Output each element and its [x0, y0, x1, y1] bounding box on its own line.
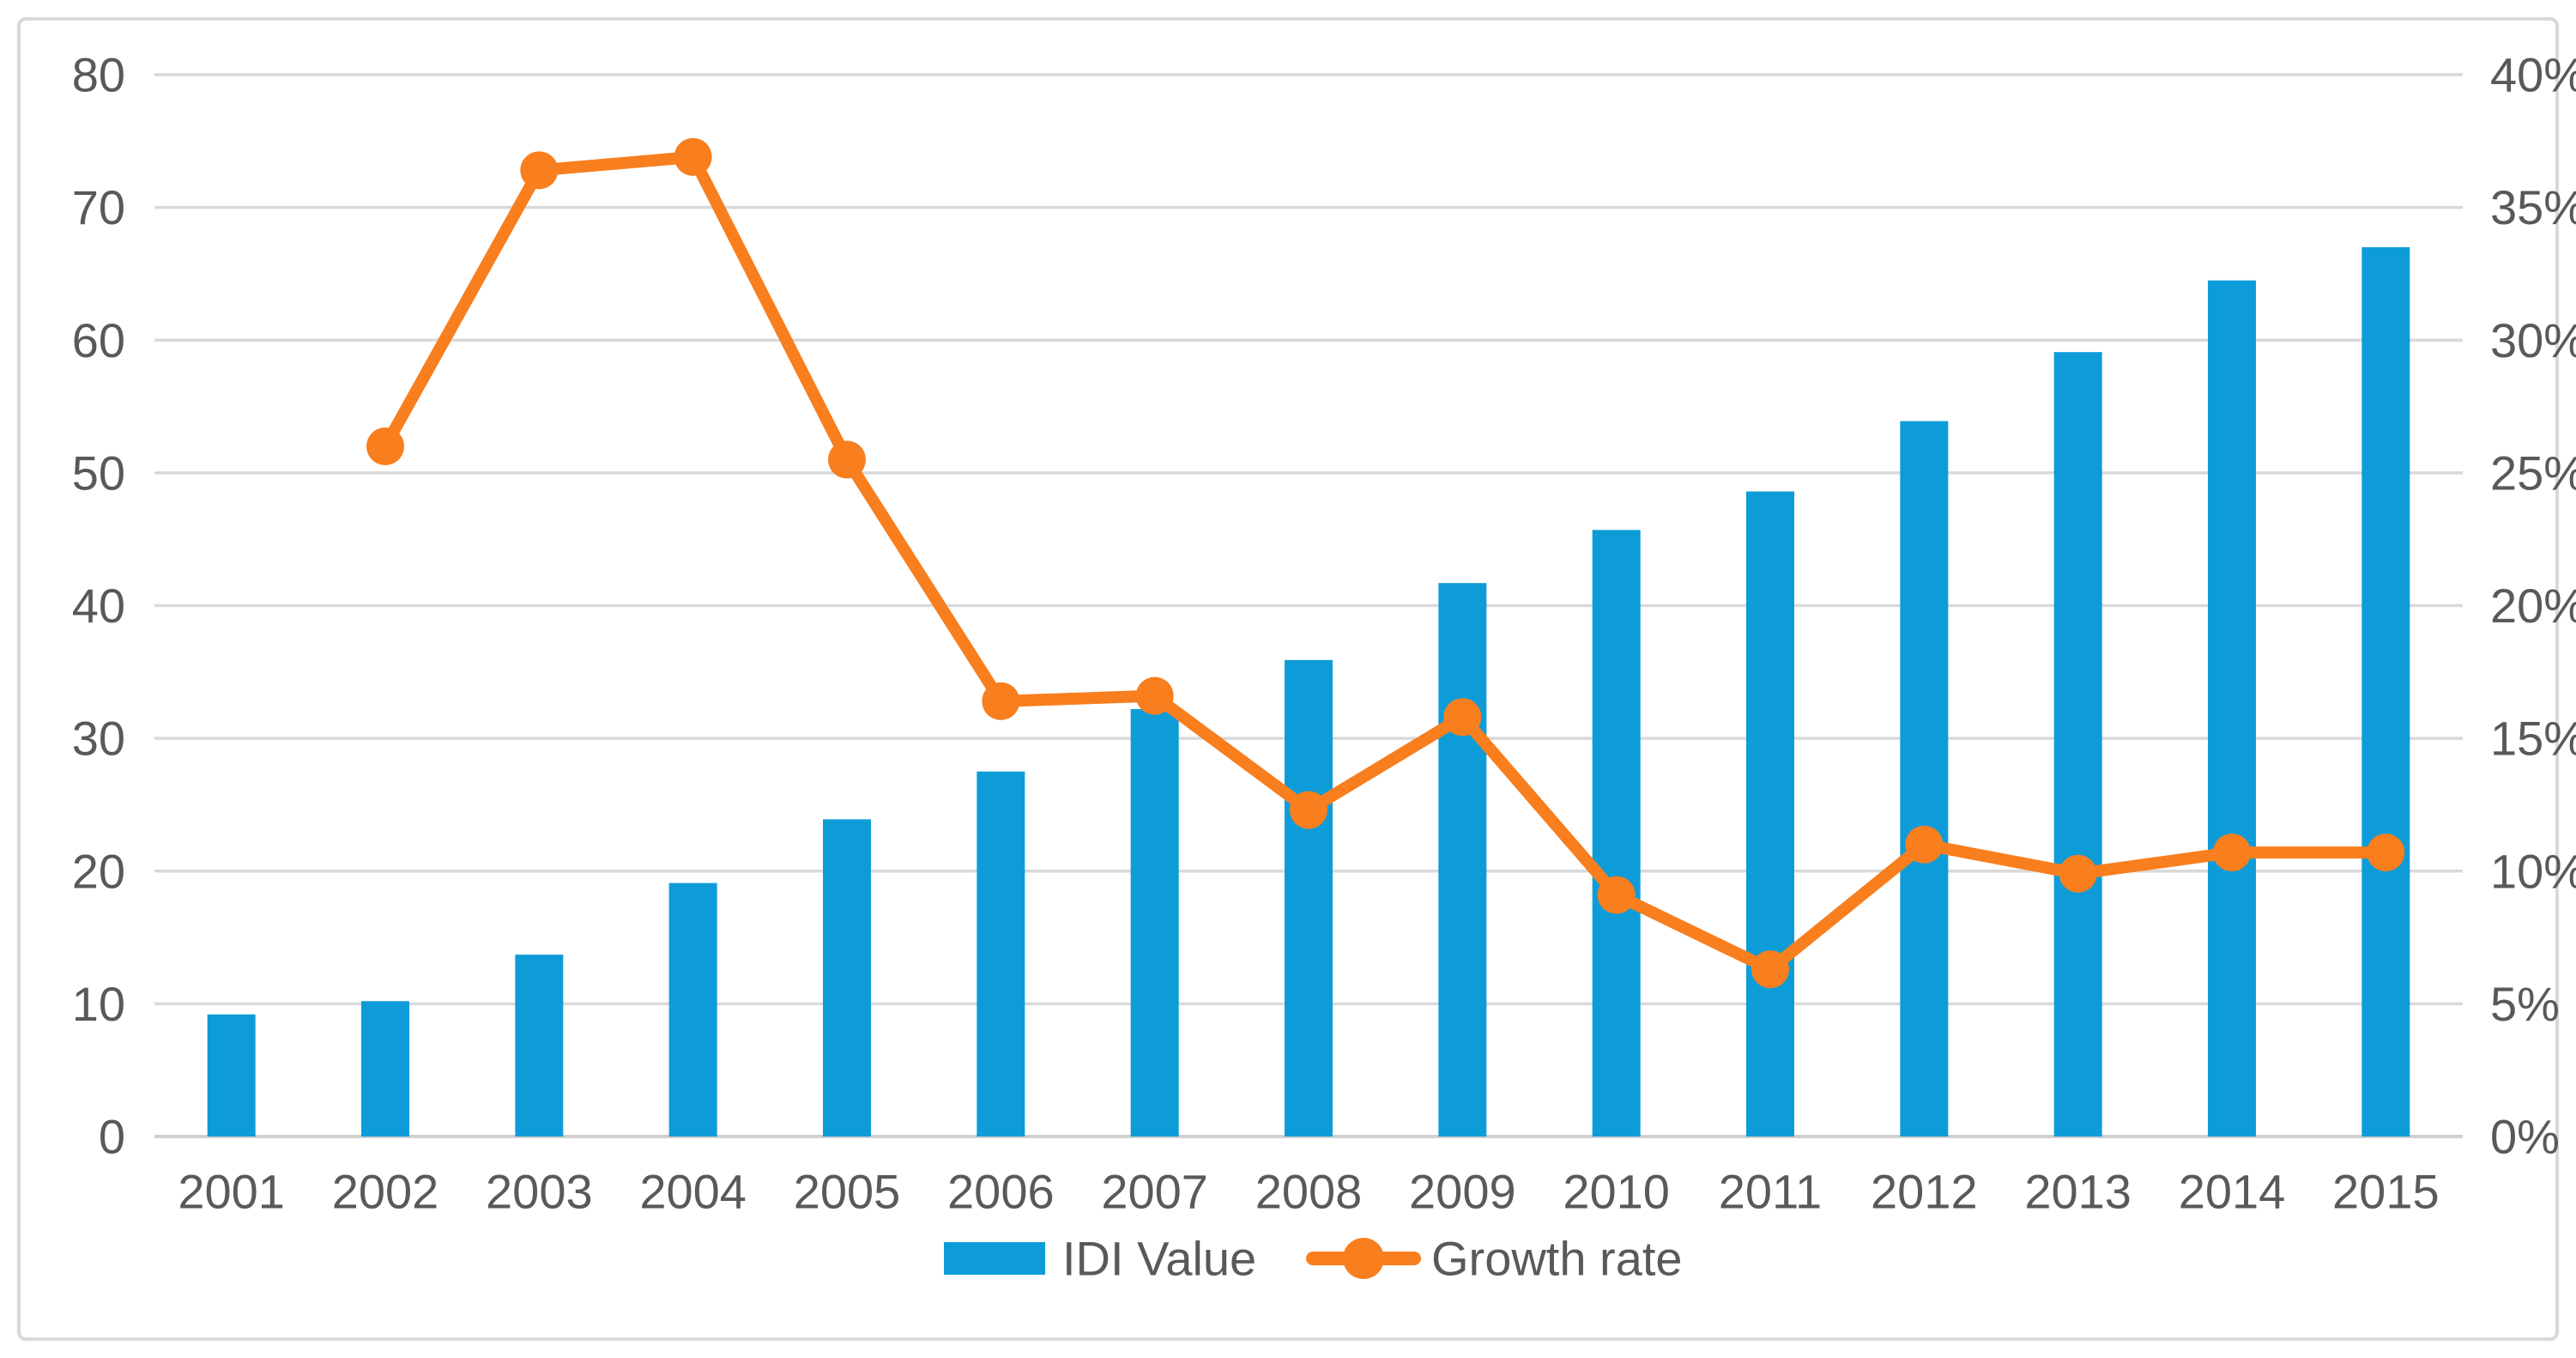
x-axis-label-2007: 2007 — [1101, 1165, 1208, 1219]
x-axis-label-2011: 2011 — [1719, 1165, 1822, 1219]
left-axis-tick: 0 — [99, 1110, 125, 1164]
bar-2001 — [207, 1014, 256, 1137]
left-axis-tick: 80 — [72, 48, 125, 102]
x-axis-label-2006: 2006 — [947, 1165, 1055, 1219]
growth-point-2003 — [520, 151, 559, 190]
right-axis-tick: 25% — [2490, 446, 2576, 500]
right-axis-tick: 5% — [2490, 977, 2560, 1031]
bar-2003 — [515, 955, 564, 1137]
x-axis-label-2003: 2003 — [486, 1165, 593, 1219]
growth-point-2011 — [1751, 950, 1789, 989]
bar-2011 — [1746, 491, 1794, 1137]
bar-2012 — [1900, 421, 1949, 1137]
growth-point-2015 — [2367, 834, 2405, 872]
x-axis-label-2005: 2005 — [794, 1165, 901, 1219]
left-axis-tick: 50 — [72, 446, 125, 500]
left-axis-tick: 10 — [72, 977, 125, 1031]
x-axis-label-2014: 2014 — [2179, 1165, 2286, 1219]
x-axis-labels: 2001 2002 2003 2004 2005 2006 2007 2008 2009 2010… — [178, 1165, 2439, 1219]
growth-point-2013 — [2059, 854, 2097, 893]
left-axis-tick: 40 — [72, 579, 125, 633]
x-axis-label-2010: 2010 — [1563, 1165, 1670, 1219]
line-series — [366, 137, 2405, 989]
left-axis-tick: 20 — [72, 844, 125, 898]
legend-bar-label: IDI Value — [1062, 1232, 1256, 1286]
legend-line-label: Growth rate — [1431, 1232, 1683, 1286]
x-axis-label-2001: 2001 — [178, 1165, 285, 1219]
bar-2002 — [361, 1001, 409, 1137]
bar-2007 — [1130, 709, 1179, 1137]
left-axis-labels: 0 10 20 30 40 50 60 70 80 — [72, 48, 125, 1164]
bar-2008 — [1285, 659, 1333, 1137]
right-axis-tick: 0% — [2490, 1110, 2560, 1164]
growth-point-2007 — [1135, 676, 1174, 715]
growth-point-2012 — [1905, 825, 1944, 864]
left-axis-tick: 70 — [72, 180, 125, 234]
bar-2009 — [1438, 583, 1487, 1137]
right-axis-tick: 20% — [2490, 579, 2576, 633]
right-axis-labels: 0% 5% 10% 15% 20% 25% 30% 35% 40% — [2490, 48, 2576, 1164]
legend-line-marker-icon — [1343, 1238, 1384, 1279]
right-axis-tick: 30% — [2490, 313, 2576, 367]
right-axis-tick: 10% — [2490, 844, 2576, 898]
legend-bar-swatch-icon — [944, 1242, 1045, 1275]
growth-point-2008 — [1290, 791, 1327, 829]
x-axis-label-2015: 2015 — [2332, 1165, 2440, 1219]
left-axis-tick: 60 — [72, 313, 125, 367]
growth-point-2004 — [674, 137, 712, 176]
x-axis-label-2002: 2002 — [332, 1165, 439, 1219]
chart-frame-border — [17, 17, 2559, 1341]
x-axis-label-2009: 2009 — [1409, 1165, 1516, 1219]
right-axis-tick: 40% — [2490, 48, 2576, 102]
x-axis-label-2008: 2008 — [1255, 1165, 1363, 1219]
x-axis-label-2013: 2013 — [2024, 1165, 2132, 1219]
bar-series — [207, 247, 2410, 1137]
bar-2014 — [2208, 280, 2256, 1137]
x-axis-label-2012: 2012 — [1871, 1165, 1978, 1219]
bar-2005 — [823, 819, 871, 1137]
legend: IDI Value Growth rate — [944, 1232, 1683, 1286]
bar-2015 — [2361, 247, 2410, 1137]
growth-point-2010 — [1597, 876, 1636, 914]
bar-2013 — [2053, 352, 2102, 1137]
bar-2006 — [977, 771, 1025, 1137]
right-axis-tick: 35% — [2490, 180, 2576, 234]
growth-point-2006 — [982, 682, 1020, 720]
growth-point-2002 — [366, 427, 404, 465]
growth-point-2009 — [1443, 698, 1482, 737]
x-axis-label-2004: 2004 — [639, 1165, 747, 1219]
left-axis-tick: 30 — [72, 712, 125, 766]
growth-point-2014 — [2213, 834, 2251, 872]
growth-rate-line — [379, 150, 2392, 976]
right-axis-tick: 15% — [2490, 712, 2576, 766]
growth-point-2005 — [828, 440, 866, 479]
bar-2010 — [1592, 530, 1641, 1137]
bar-2004 — [668, 882, 717, 1137]
